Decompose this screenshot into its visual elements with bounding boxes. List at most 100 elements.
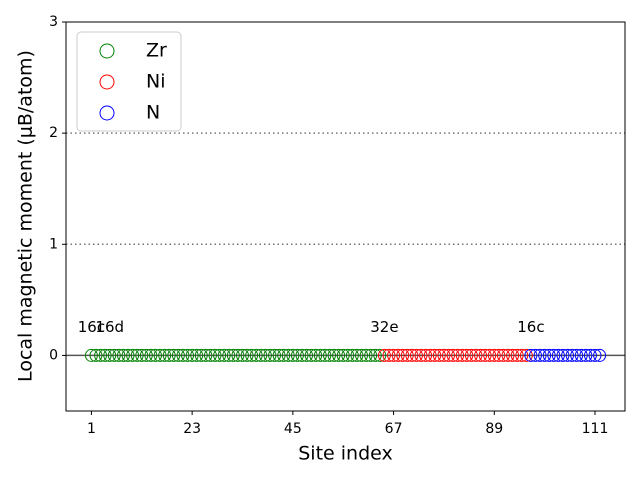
marker <box>336 348 350 362</box>
marker <box>290 348 304 362</box>
marker <box>112 348 126 362</box>
marker <box>474 348 488 362</box>
marker <box>249 348 263 362</box>
marker <box>510 348 524 362</box>
marker <box>213 348 227 362</box>
marker <box>423 348 437 362</box>
marker <box>588 348 602 362</box>
plot-area <box>66 132 625 362</box>
y-tick-label: 3 <box>49 14 58 30</box>
x-tick-label: 111 <box>582 421 609 437</box>
marker <box>167 348 181 362</box>
legend-text: Zr <box>146 40 167 62</box>
marker <box>268 348 282 362</box>
marker <box>135 348 149 362</box>
marker <box>235 348 249 362</box>
marker <box>263 348 277 362</box>
marker <box>286 348 300 362</box>
marker <box>144 348 158 362</box>
marker <box>538 348 552 362</box>
marker <box>574 348 588 362</box>
marker <box>94 348 108 362</box>
legend-marker <box>99 105 115 121</box>
plot-frame <box>65 21 626 412</box>
annotation: 16c <box>517 318 544 336</box>
marker <box>460 348 474 362</box>
marker <box>579 348 593 362</box>
marker <box>300 348 314 362</box>
marker <box>171 348 185 362</box>
marker <box>382 348 396 362</box>
marker <box>318 348 332 362</box>
marker <box>341 348 355 362</box>
marker <box>258 348 272 362</box>
legend-marker <box>99 74 115 90</box>
marker <box>98 348 112 362</box>
marker <box>359 348 373 362</box>
marker <box>387 348 401 362</box>
marker <box>313 348 327 362</box>
legend-text: N <box>146 102 160 124</box>
marker <box>116 348 130 362</box>
marker <box>194 348 208 362</box>
marker <box>533 348 547 362</box>
marker <box>364 348 378 362</box>
legend-text: Ni <box>146 71 166 93</box>
marker <box>327 348 341 362</box>
marker <box>231 348 245 362</box>
marker <box>519 348 533 362</box>
marker <box>556 348 570 362</box>
marker <box>226 348 240 362</box>
marker <box>107 348 121 362</box>
marker <box>455 348 469 362</box>
marker <box>542 348 556 362</box>
marker <box>295 348 309 362</box>
marker <box>391 348 405 362</box>
legend-marker <box>99 43 115 59</box>
y-tick-label: 1 <box>49 236 58 252</box>
marker <box>373 348 387 362</box>
marker <box>355 348 369 362</box>
marker <box>176 348 190 362</box>
marker <box>551 348 565 362</box>
marker <box>414 348 428 362</box>
marker <box>506 348 520 362</box>
marker <box>446 348 460 362</box>
marker <box>432 348 446 362</box>
marker <box>130 348 144 362</box>
marker <box>437 348 451 362</box>
marker <box>478 348 492 362</box>
y-axis-label: Local magnetic moment (μB/atom) <box>15 50 37 382</box>
marker <box>561 348 575 362</box>
marker <box>304 348 318 362</box>
marker <box>309 348 323 362</box>
marker <box>396 348 410 362</box>
marker <box>199 348 213 362</box>
marker <box>492 348 506 362</box>
marker <box>153 348 167 362</box>
marker <box>162 348 176 362</box>
marker <box>158 348 172 362</box>
marker <box>345 348 359 362</box>
marker <box>121 348 135 362</box>
x-tick-label: 45 <box>284 421 302 437</box>
marker <box>203 348 217 362</box>
marker <box>405 348 419 362</box>
marker <box>240 348 254 362</box>
marker <box>547 348 561 362</box>
annotation: 16d <box>95 318 124 336</box>
x-tick-label: 67 <box>385 421 403 437</box>
marker <box>84 348 98 362</box>
marker <box>487 348 501 362</box>
marker <box>483 348 497 362</box>
marker <box>442 348 456 362</box>
x-axis-label: Site index <box>298 443 393 465</box>
marker <box>277 348 291 362</box>
marker <box>464 348 478 362</box>
marker <box>377 348 391 362</box>
marker <box>528 348 542 362</box>
marker <box>565 348 579 362</box>
marker <box>368 348 382 362</box>
marker <box>190 348 204 362</box>
